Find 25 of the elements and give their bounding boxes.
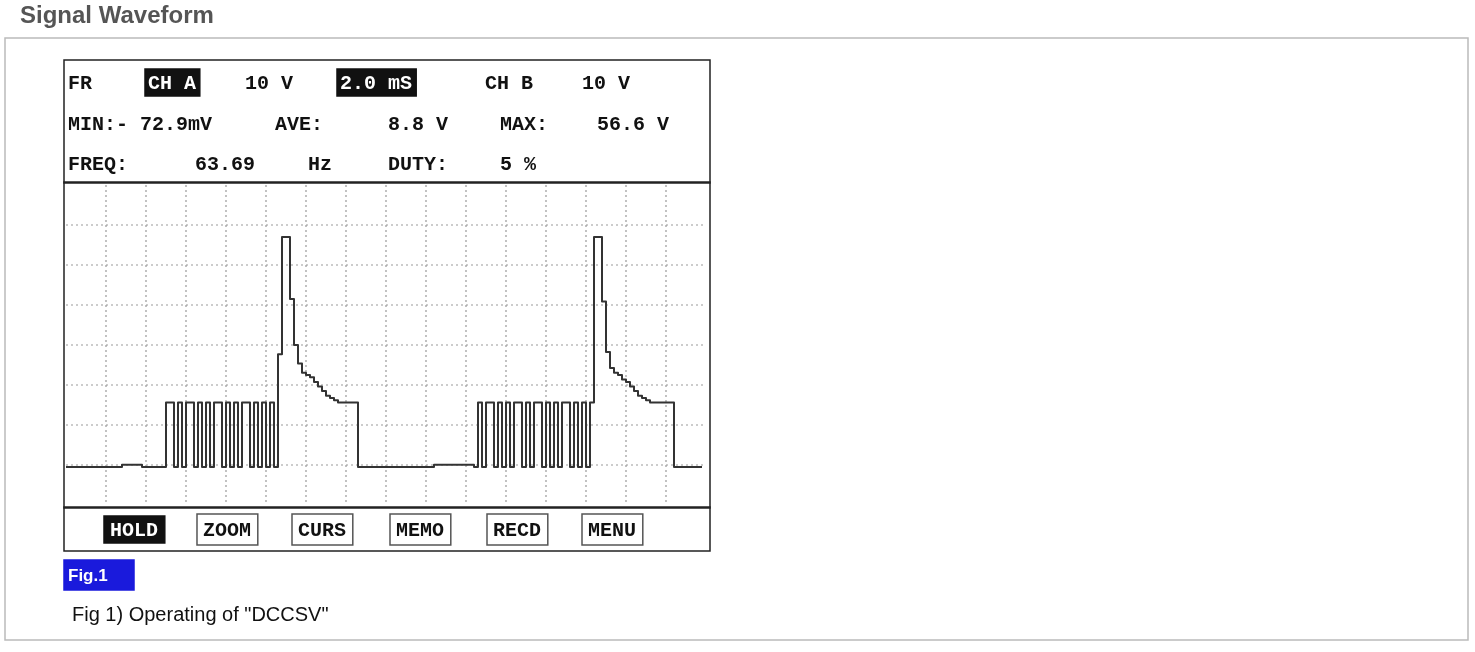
text: CH B: [485, 72, 534, 95]
text: 10 V: [245, 72, 294, 95]
text: CURS: [298, 519, 347, 542]
text: MEMO: [396, 519, 445, 542]
text: FR: [68, 72, 93, 95]
text: RECD: [493, 519, 542, 542]
text: 56.6 V: [597, 113, 670, 136]
text: MENU: [588, 519, 637, 542]
text: 8.8 V: [388, 113, 449, 136]
text: FREQ:: [68, 153, 129, 176]
text: DUTY:: [388, 153, 449, 176]
text: Hz: [308, 153, 333, 176]
text: 2.0 mS: [340, 72, 413, 95]
caption: Fig.1: [68, 566, 108, 585]
text: ZOOM: [203, 519, 252, 542]
text: 10 V: [582, 72, 631, 95]
text: 63.69: [195, 153, 256, 176]
text: CH A: [148, 72, 197, 95]
caption: Fig 1) Operating of "DCCSV": [72, 603, 329, 625]
text: MIN:- 72.9mV: [68, 113, 213, 136]
chart-title: Signal Waveform: [20, 1, 214, 28]
text: 5 %: [500, 153, 537, 176]
text: AVE:: [275, 113, 324, 136]
text: MAX:: [500, 113, 549, 136]
text: HOLD: [110, 519, 159, 542]
